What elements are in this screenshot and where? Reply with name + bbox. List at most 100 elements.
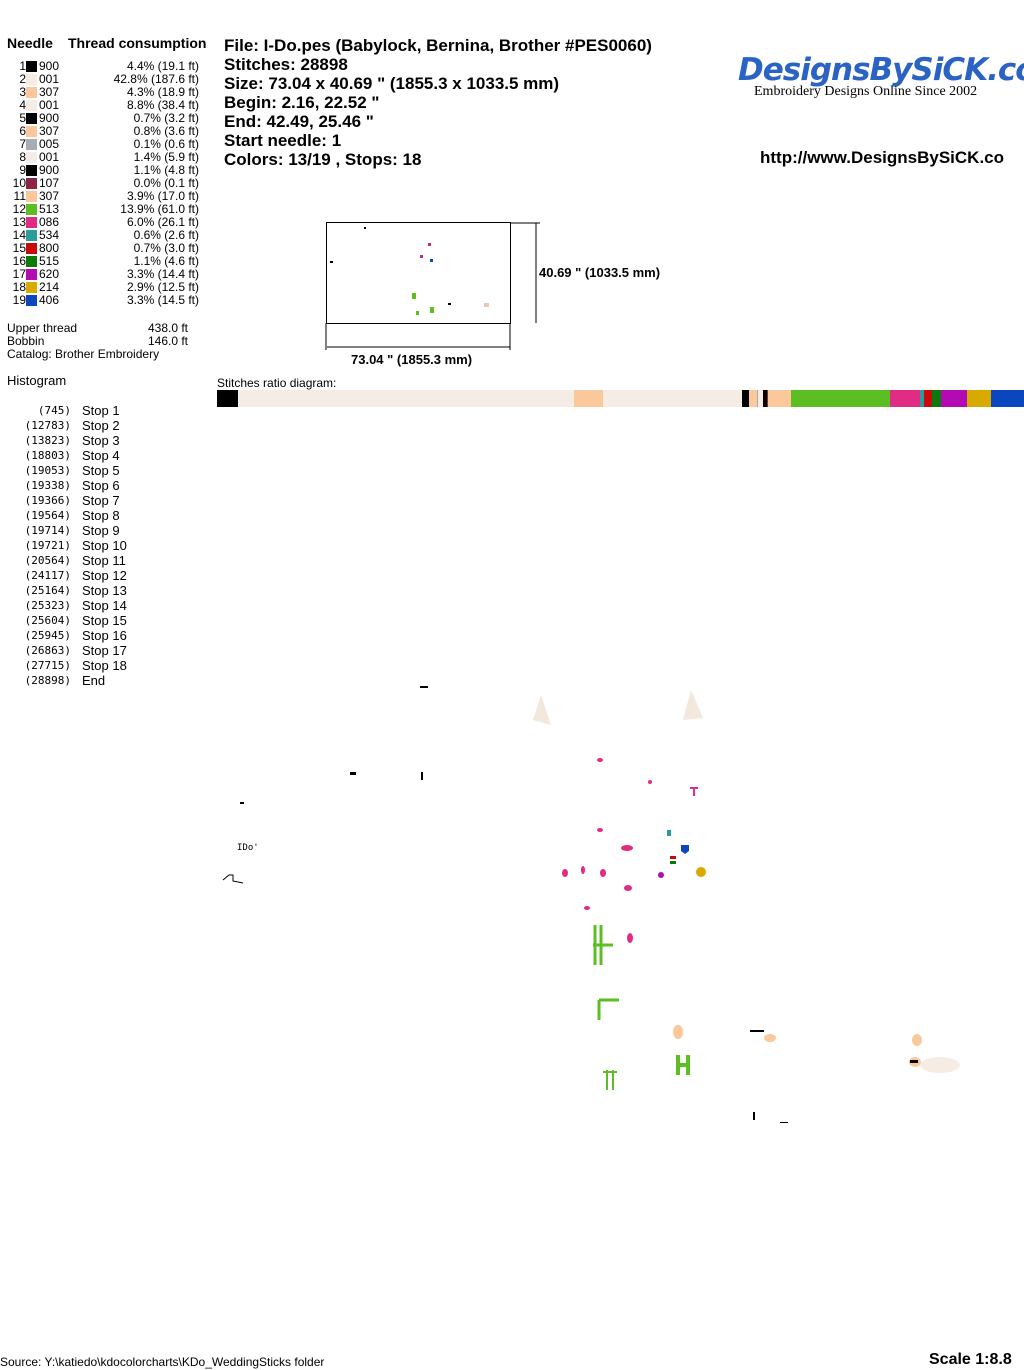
thread-code: 307 — [39, 124, 60, 138]
ratio-segment — [967, 390, 991, 407]
stop-stitch-count: (12783) — [24, 419, 71, 432]
stop-label: Stop 15 — [82, 613, 127, 628]
ratio-segment — [763, 390, 768, 407]
ratio-segment — [217, 390, 238, 407]
needle-number: 10 — [12, 176, 26, 190]
thread-color-swatch — [26, 295, 37, 306]
stitches-ratio-bar — [217, 390, 1024, 407]
needle-row: 10 107 0.0% (0.1 ft) — [7, 177, 199, 190]
thread-color-swatch — [26, 217, 37, 228]
ratio-segment — [791, 390, 891, 407]
stop-label: End — [82, 673, 106, 688]
thread-consumption: 0.0% (0.1 ft) — [133, 176, 199, 190]
thread-consumption: 13.9% (61.0 ft) — [120, 202, 199, 216]
thread-consumption: 3.9% (17.0 ft) — [126, 189, 199, 203]
thread-consumption: 42.8% (187.6 ft) — [113, 72, 199, 86]
histogram-row: (28898) End — [7, 673, 127, 688]
ratio-segment — [767, 390, 792, 407]
needle-number: 19 — [12, 293, 26, 307]
thread-color-swatch — [26, 230, 37, 241]
histogram-row: (20564) Stop 11 — [7, 553, 127, 568]
histogram-row: (12783) Stop 2 — [7, 418, 127, 433]
thread-code: 406 — [39, 293, 60, 307]
needle-row: 8 001 1.4% (5.9 ft) — [7, 151, 199, 164]
stop-stitch-count: (19721) — [24, 539, 71, 552]
stop-stitch-count: (19053) — [24, 464, 71, 477]
thread-consumption: 0.6% (2.6 ft) — [133, 228, 199, 242]
stop-label: Stop 1 — [82, 403, 120, 418]
stop-label: Stop 4 — [82, 448, 120, 463]
thread-color-swatch — [26, 269, 37, 280]
stop-label: Stop 14 — [82, 598, 127, 613]
thumbnail-stitches — [330, 227, 489, 315]
bobbin-value: 146.0 ft — [147, 334, 188, 348]
stop-label: Stop 8 — [82, 508, 120, 523]
thread-color-swatch — [26, 178, 37, 189]
stop-stitch-count: (19366) — [24, 494, 71, 507]
needle-number: 7 — [19, 137, 26, 151]
needle-number: 9 — [19, 163, 26, 177]
needle-number: 12 — [12, 202, 26, 216]
thread-consumption: 1.1% (4.6 ft) — [133, 254, 199, 268]
thread-consumption: 0.1% (0.6 ft) — [133, 137, 199, 151]
needle-row: 12 513 13.9% (61.0 ft) — [7, 203, 199, 216]
ratio-segment — [931, 390, 942, 407]
stop-label: Stop 12 — [82, 568, 127, 583]
thread-code: 086 — [39, 215, 60, 229]
stop-stitch-count: (24117) — [24, 569, 71, 582]
needle-number: 15 — [12, 241, 26, 255]
thread-color-swatch — [26, 165, 37, 176]
histogram-row: (745) Stop 1 — [7, 403, 127, 418]
stop-label: Stop 16 — [82, 628, 127, 643]
thread-code: 534 — [39, 228, 60, 242]
stop-stitch-count: (25604) — [24, 614, 71, 627]
needle-number: 2 — [19, 72, 26, 86]
ratio-segment — [742, 390, 750, 407]
scale-label: Scale 1:8.8 — [929, 1351, 1012, 1368]
thread-consumption: 3.3% (14.5 ft) — [126, 293, 199, 307]
needle-row: 3 307 4.3% (18.9 ft) — [7, 86, 199, 99]
stop-stitch-count: (25945) — [24, 629, 71, 642]
histogram-row: (19564) Stop 8 — [7, 508, 127, 523]
histogram-row: (25164) Stop 13 — [7, 583, 127, 598]
thread-color-swatch — [26, 191, 37, 202]
thread-color-swatch — [26, 256, 37, 267]
file-name: File: I-Do.pes (Babylock, Bernina, Broth… — [224, 36, 652, 55]
histogram-row: (27715) Stop 18 — [7, 658, 127, 673]
histogram-row: (18803) Stop 4 — [7, 448, 127, 463]
website-link[interactable]: http://www.DesignsBySiCK.co — [760, 148, 1005, 167]
needle-header: Needle — [7, 35, 53, 51]
design-thumbnail — [325, 222, 540, 350]
thread-consumption: 1.1% (4.8 ft) — [133, 163, 199, 177]
upper-thread-label: Upper thread — [7, 321, 78, 335]
ratio-segment — [990, 390, 1024, 407]
thread-code: 620 — [39, 267, 60, 281]
needle-row: 7 005 0.1% (0.6 ft) — [7, 138, 199, 151]
thread-code: 107 — [39, 176, 60, 190]
ratio-segment — [924, 390, 932, 407]
needle-number: 18 — [12, 280, 26, 294]
thread-code: 307 — [39, 189, 60, 203]
consumption-header: Thread consumption — [68, 35, 207, 51]
histogram-row: (24117) Stop 12 — [7, 568, 127, 583]
design-info: File: I-Do.pes (Babylock, Bernina, Broth… — [224, 36, 652, 169]
needle-number: 5 — [19, 111, 26, 125]
preview-stitches: IDo' — [222, 686, 960, 1123]
histogram-row: (19366) Stop 7 — [7, 493, 127, 508]
thread-consumption: 3.3% (14.4 ft) — [126, 267, 199, 281]
needle-number: 16 — [12, 254, 26, 268]
histogram-row: (25323) Stop 14 — [7, 598, 127, 613]
needle-number: 17 — [12, 267, 26, 281]
histogram-row: (19721) Stop 10 — [7, 538, 127, 553]
needle-number: 1 — [19, 59, 26, 73]
needle-row: 5 900 0.7% (3.2 ft) — [7, 112, 199, 125]
ratio-segment — [573, 390, 603, 407]
needle-row: 19 406 3.3% (14.5 ft) — [7, 294, 199, 307]
stop-stitch-count: (28898) — [24, 674, 71, 687]
needle-number: 13 — [12, 215, 26, 229]
thread-consumption: 0.7% (3.0 ft) — [133, 241, 199, 255]
needle-row: 9 900 1.1% (4.8 ft) — [7, 164, 199, 177]
needle-number: 4 — [19, 98, 26, 112]
thread-code: 900 — [39, 163, 60, 177]
histogram-row: (13823) Stop 3 — [7, 433, 127, 448]
